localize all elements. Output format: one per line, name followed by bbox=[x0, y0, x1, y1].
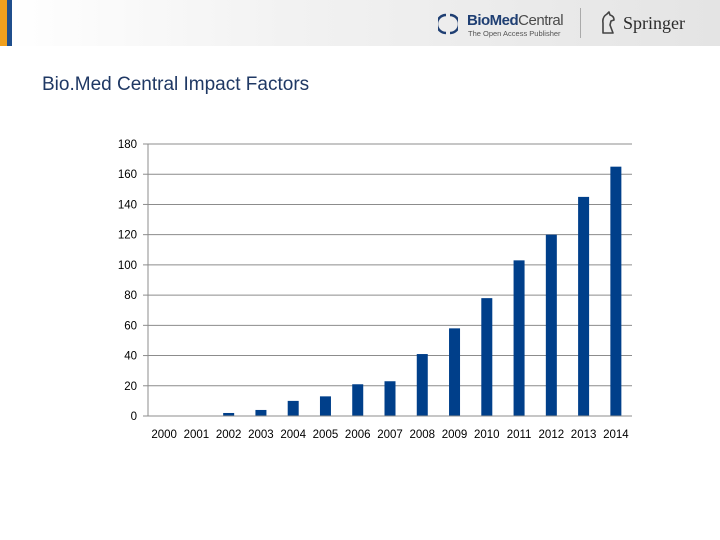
logo-divider bbox=[580, 8, 581, 38]
springer-horse-icon bbox=[602, 11, 615, 34]
corner-accent bbox=[0, 0, 12, 46]
biomed-central-mark-icon bbox=[438, 13, 458, 35]
bar-2008 bbox=[416, 354, 428, 416]
y-tick-label: 120 bbox=[118, 230, 137, 242]
bar-2012 bbox=[545, 234, 557, 416]
bar-2013 bbox=[578, 196, 590, 416]
bar-2007 bbox=[384, 381, 396, 416]
y-tick-label: 160 bbox=[118, 169, 137, 181]
biomed-central-wordmark: BioMedCentral bbox=[467, 12, 564, 29]
y-tick-label: 60 bbox=[124, 320, 137, 332]
bar-2004 bbox=[287, 400, 299, 416]
bar-2010 bbox=[481, 298, 493, 416]
x-tick-label: 2012 bbox=[539, 429, 565, 441]
bar-2003 bbox=[255, 409, 267, 416]
x-tick-label: 2005 bbox=[313, 429, 339, 441]
axes bbox=[143, 143, 632, 417]
bar-2014 bbox=[610, 166, 622, 416]
x-tick-label: 2003 bbox=[248, 429, 274, 441]
x-tick-label: 2013 bbox=[571, 429, 597, 441]
x-tick-label: 2001 bbox=[184, 429, 210, 441]
x-tick-label: 2009 bbox=[442, 429, 468, 441]
x-tick-label: 2008 bbox=[409, 429, 435, 441]
y-tick-labels: 0 20 40 60 80 100 120 140 160 180 bbox=[118, 139, 137, 423]
springer-wordmark: Springer bbox=[623, 13, 685, 33]
grid-lines bbox=[148, 143, 632, 387]
y-tick-label: 20 bbox=[124, 381, 137, 393]
x-tick-label: 2002 bbox=[216, 429, 242, 441]
y-tick-label: 0 bbox=[131, 411, 137, 423]
x-tick-label: 2004 bbox=[280, 429, 306, 441]
bar-2009 bbox=[449, 328, 461, 416]
bar-2005 bbox=[319, 396, 331, 416]
x-tick-label: 2000 bbox=[151, 429, 177, 441]
y-tick-label: 100 bbox=[118, 260, 137, 272]
bar-2006 bbox=[352, 384, 364, 416]
x-tick-label: 2007 bbox=[377, 429, 403, 441]
x-tick-label: 2014 bbox=[603, 429, 629, 441]
x-tick-label: 2010 bbox=[474, 429, 500, 441]
bar-series bbox=[223, 166, 622, 416]
bar-2002 bbox=[223, 412, 235, 416]
biomed-central-logo: BioMedCentral The Open Access Publisher bbox=[438, 10, 568, 40]
biomed-central-tagline: The Open Access Publisher bbox=[468, 29, 561, 38]
x-tick-label: 2011 bbox=[507, 429, 532, 441]
page-title: Bio.Med Central Impact Factors bbox=[42, 74, 310, 95]
springer-logo: Springer bbox=[598, 10, 698, 38]
bar-2011 bbox=[513, 260, 525, 416]
y-tick-label: 40 bbox=[124, 351, 137, 363]
header-band bbox=[0, 0, 720, 46]
x-tick-label: 2006 bbox=[345, 429, 371, 441]
y-tick-label: 180 bbox=[118, 139, 137, 151]
x-tick-labels: 2000 2001 2002 2003 2004 2005 2006 2007 2008 2009… bbox=[151, 429, 629, 441]
y-tick-label: 140 bbox=[118, 199, 137, 211]
y-tick-label: 80 bbox=[124, 290, 137, 302]
